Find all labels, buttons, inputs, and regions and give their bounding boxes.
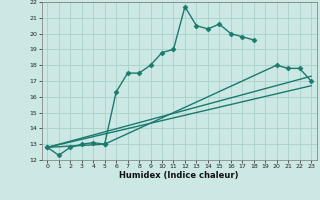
X-axis label: Humidex (Indice chaleur): Humidex (Indice chaleur) [119,171,239,180]
